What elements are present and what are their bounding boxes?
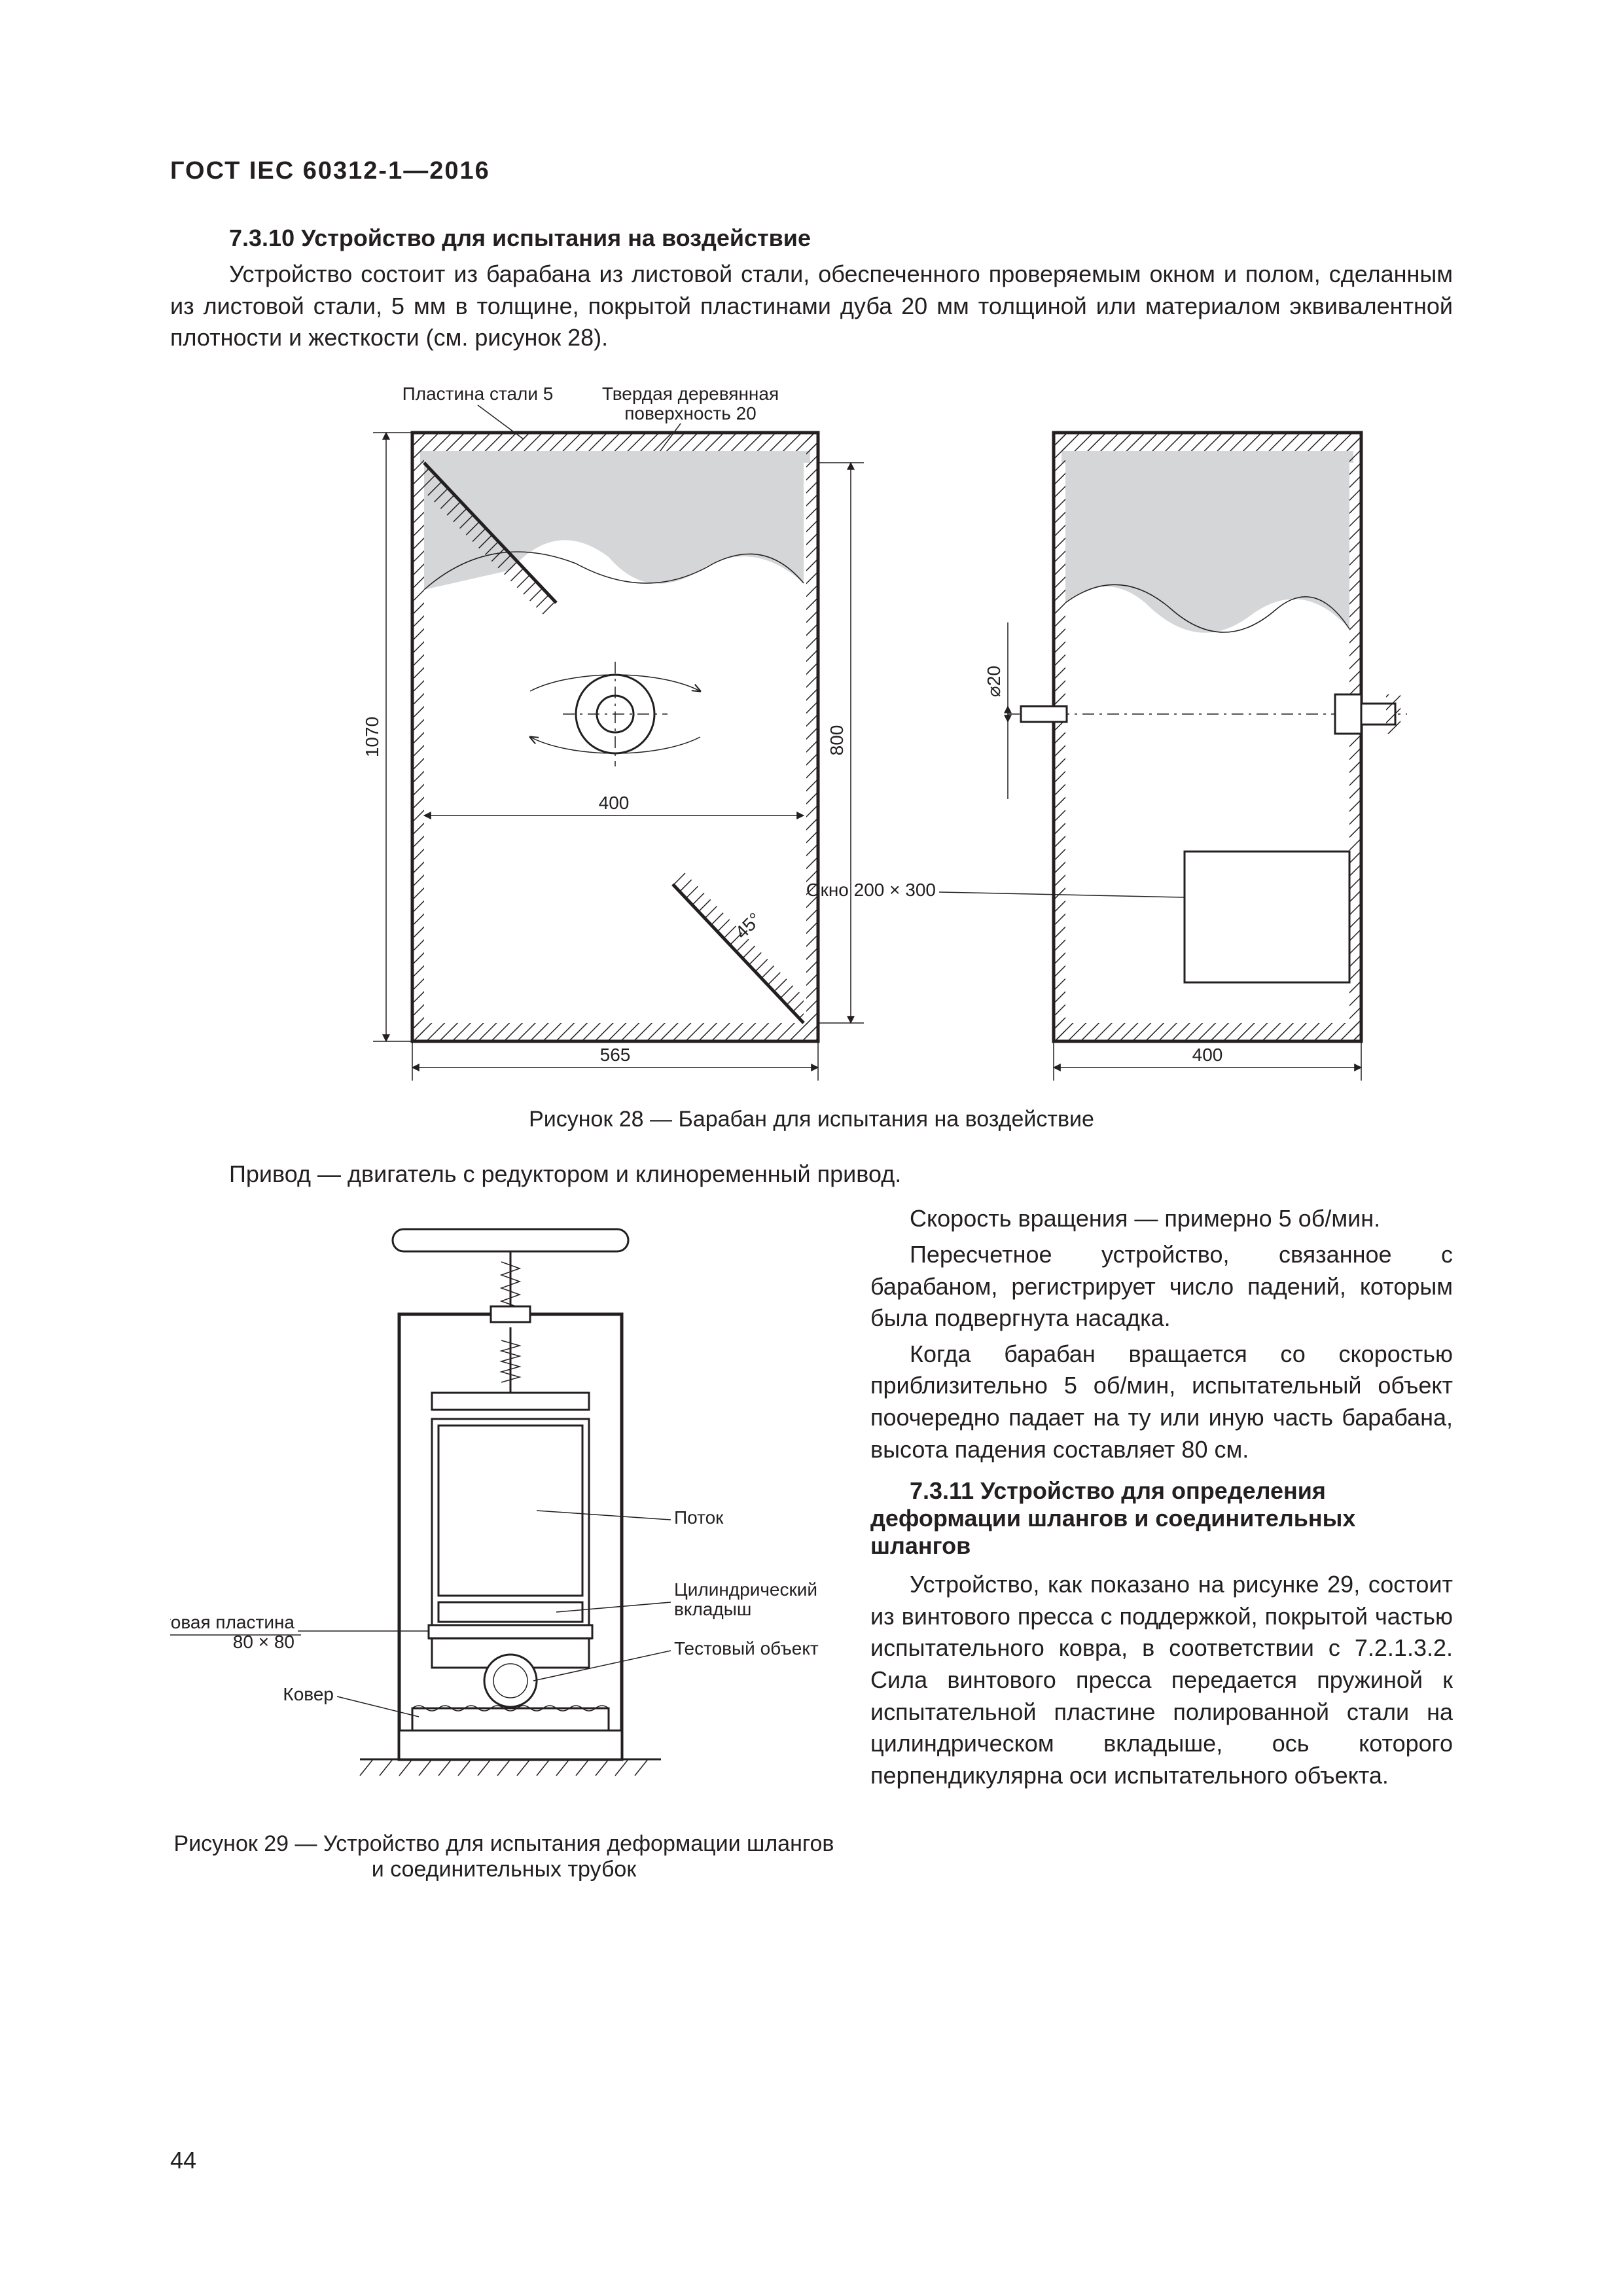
dim-d20: ⌀20 bbox=[984, 666, 1004, 697]
label-wood-1: Твердая деревянная bbox=[602, 384, 779, 404]
page-number: 44 bbox=[170, 2147, 196, 2174]
right-p3: Когда барабан вращается со скоростью при… bbox=[870, 1338, 1453, 1465]
label-test-obj: Тестовый объект bbox=[674, 1638, 819, 1659]
section-7-3-11-title: 7.3.11 Устройство для определения деформ… bbox=[870, 1477, 1453, 1560]
dim-565: 565 bbox=[600, 1045, 631, 1065]
figure-28-caption: Рисунок 28 — Барабан для испытания на во… bbox=[170, 1107, 1453, 1132]
dim-400-right: 400 bbox=[1192, 1045, 1223, 1065]
label-carpet: Ковер bbox=[283, 1684, 334, 1704]
figure-28: Пластина стали 5 Твердая деревянная пове… bbox=[170, 374, 1453, 1094]
right-p1: Скорость вращения — примерно 5 об/мин. bbox=[870, 1203, 1453, 1235]
label-window: Окно 200 × 300 bbox=[806, 880, 936, 900]
label-flow: Поток bbox=[674, 1507, 724, 1528]
section-7-3-10-title: 7.3.10 Устройство для испытания на возде… bbox=[170, 224, 1453, 252]
label-plate1: Тестовая пластина bbox=[170, 1612, 294, 1632]
figure-29-caption: Рисунок 29 — Устройство для испытания де… bbox=[170, 1831, 838, 1882]
right-p2: Пересчетное устройство, связанное с бара… bbox=[870, 1239, 1453, 1335]
dim-1070: 1070 bbox=[362, 717, 382, 757]
figure-29: Поток Цилиндрический вкладыш Тестовый об… bbox=[170, 1223, 838, 1825]
dim-800: 800 bbox=[827, 725, 847, 755]
label-cyl2: вкладыш bbox=[674, 1599, 751, 1619]
dim-400-inner: 400 bbox=[599, 793, 630, 813]
paragraph-intro: Устройство состоит из барабана из листов… bbox=[170, 259, 1453, 354]
paragraph-drive: Привод — двигатель с редуктором и клинор… bbox=[170, 1158, 1453, 1191]
doc-header: ГОСТ IEC 60312-1—2016 bbox=[170, 157, 1453, 185]
label-wood-2: поверхность 20 bbox=[624, 403, 757, 423]
label-cyl1: Цилиндрический bbox=[674, 1579, 817, 1600]
right-p4: Устройство, как показано на рисунке 29, … bbox=[870, 1569, 1453, 1791]
label-steel: Пластина стали 5 bbox=[402, 384, 554, 404]
